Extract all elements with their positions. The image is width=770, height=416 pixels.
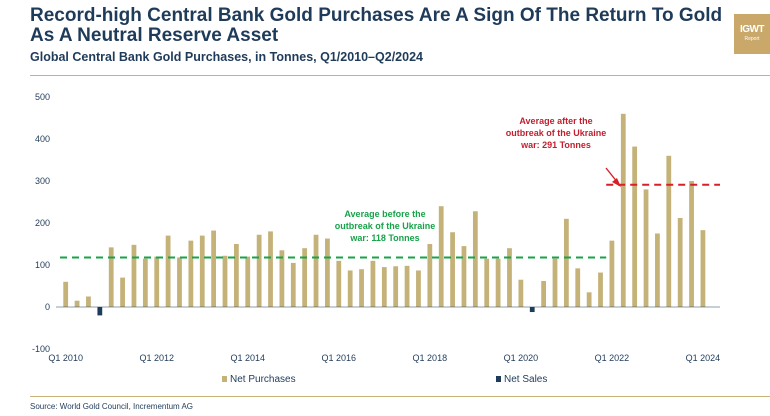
net-purchases-bar xyxy=(461,246,467,307)
legend-label: Net Purchases xyxy=(230,374,296,385)
average-lines xyxy=(60,183,720,259)
net-purchases-bar xyxy=(370,260,376,307)
net-purchases-bar xyxy=(302,248,308,307)
net-purchases-bar xyxy=(541,280,547,307)
net-purchases-bar xyxy=(279,250,285,307)
net-purchases-bar xyxy=(438,206,444,307)
net-purchases-bar xyxy=(643,189,649,307)
net-sales-bar xyxy=(529,307,535,313)
net-purchases-bar xyxy=(552,258,558,307)
chart-subtitle: Global Central Bank Gold Purchases, in T… xyxy=(30,50,423,64)
average-before-label: outbreak of the Ukraine xyxy=(335,221,436,231)
net-purchases-bar xyxy=(313,234,319,307)
net-purchases-bar xyxy=(233,244,239,307)
y-tick-label: 100 xyxy=(35,260,50,270)
average-after-label: Average after the xyxy=(519,116,592,126)
net-purchases-bar xyxy=(427,244,433,307)
net-purchases-bar xyxy=(325,238,330,307)
legend: Net Purchases Net Sales xyxy=(222,374,547,385)
net-purchases-bar xyxy=(381,267,387,307)
net-purchases-bar xyxy=(404,265,410,307)
net-purchases-bar xyxy=(393,266,399,307)
net-purchases-bar xyxy=(472,211,478,307)
net-purchases-bar xyxy=(620,113,626,307)
net-purchases-bar xyxy=(575,268,581,307)
net-purchases-bar xyxy=(484,258,490,307)
x-tick-label: Q1 2020 xyxy=(504,353,539,363)
net-purchases-bar xyxy=(177,257,182,307)
net-purchases-bar xyxy=(63,281,69,307)
average-before-label: Average before the xyxy=(344,209,425,219)
net-purchases-bar xyxy=(336,260,342,307)
net-purchases-bar xyxy=(154,256,160,307)
average-before-label: war: 118 Tonnes xyxy=(349,233,419,243)
net-sales-bar xyxy=(97,307,103,316)
bars xyxy=(63,113,706,316)
net-purchases-bar xyxy=(268,231,273,307)
net-purchases-bar xyxy=(677,217,683,307)
net-purchases-bar xyxy=(74,300,80,307)
average-after-label: war: 291 Tonnes xyxy=(520,140,591,150)
net-purchases-bar xyxy=(507,248,512,307)
legend-swatch xyxy=(496,376,501,382)
net-purchases-bar xyxy=(689,181,694,307)
y-axis: -100 0 100 200 300 400 500 xyxy=(32,92,50,354)
y-tick-label: 200 xyxy=(35,218,50,228)
net-purchases-bar xyxy=(655,233,660,307)
y-tick-label: 0 xyxy=(45,302,50,312)
net-purchases-bar xyxy=(586,292,592,307)
x-tick-label: Q1 2018 xyxy=(413,353,448,363)
net-purchases-bar xyxy=(359,269,364,307)
net-purchases-bar xyxy=(666,155,672,307)
net-purchases-bar xyxy=(86,296,91,307)
igwt-logo: IGWT Report xyxy=(734,14,770,54)
y-tick-label: -100 xyxy=(32,344,50,354)
net-purchases-bar xyxy=(188,240,194,307)
net-purchases-bar xyxy=(450,232,455,307)
net-purchases-bar xyxy=(222,255,228,307)
logo-sub-text: Report xyxy=(744,36,760,42)
header-divider xyxy=(30,75,770,76)
net-purchases-bar xyxy=(108,247,114,307)
legend-label: Net Sales xyxy=(504,374,547,385)
net-purchases-bar xyxy=(199,235,205,307)
net-purchases-bar xyxy=(256,234,262,307)
x-tick-label: Q1 2014 xyxy=(230,353,265,363)
net-purchases-bar xyxy=(131,244,137,307)
net-purchases-bar xyxy=(563,218,569,307)
net-purchases-bar xyxy=(518,279,524,307)
net-purchases-bar xyxy=(495,258,501,307)
net-purchases-bar xyxy=(598,272,603,307)
annotation-arrow-head xyxy=(612,178,621,187)
net-purchases-bar xyxy=(347,270,353,307)
net-purchases-bar xyxy=(142,258,148,307)
x-axis: Q1 2010 Q1 2012 Q1 2014 Q1 2016 Q1 2018 Q1 20… xyxy=(48,353,720,363)
net-purchases-bar xyxy=(700,230,706,307)
legend-swatch xyxy=(222,376,227,382)
net-purchases-bar xyxy=(632,146,638,307)
net-purchases-bar xyxy=(120,277,125,307)
annotations: Average before the outbreak of the Ukrain… xyxy=(335,116,621,243)
x-tick-label: Q1 2022 xyxy=(595,353,630,363)
logo-main-text: IGWT xyxy=(739,24,765,35)
net-purchases-bar xyxy=(211,230,217,307)
net-purchases-bar xyxy=(609,240,615,307)
net-purchases-bar xyxy=(290,262,296,307)
x-tick-label: Q1 2016 xyxy=(322,353,357,363)
chart-title: Record-high Central Bank Gold Purchases … xyxy=(30,5,723,46)
x-tick-label: Q1 2024 xyxy=(686,353,721,363)
y-tick-label: 300 xyxy=(35,176,50,186)
average-after-label: outbreak of the Ukraine xyxy=(506,128,607,138)
x-tick-label: Q1 2010 xyxy=(48,353,83,363)
y-tick-label: 400 xyxy=(35,134,50,144)
net-purchases-bar xyxy=(416,270,421,307)
source-note: Source: World Gold Council, Incrementum … xyxy=(30,402,194,411)
footer-divider xyxy=(30,396,770,397)
y-tick-label: 500 xyxy=(35,92,50,102)
net-purchases-bar xyxy=(245,256,251,307)
x-tick-label: Q1 2012 xyxy=(139,353,174,363)
net-purchases-bar xyxy=(165,235,171,307)
